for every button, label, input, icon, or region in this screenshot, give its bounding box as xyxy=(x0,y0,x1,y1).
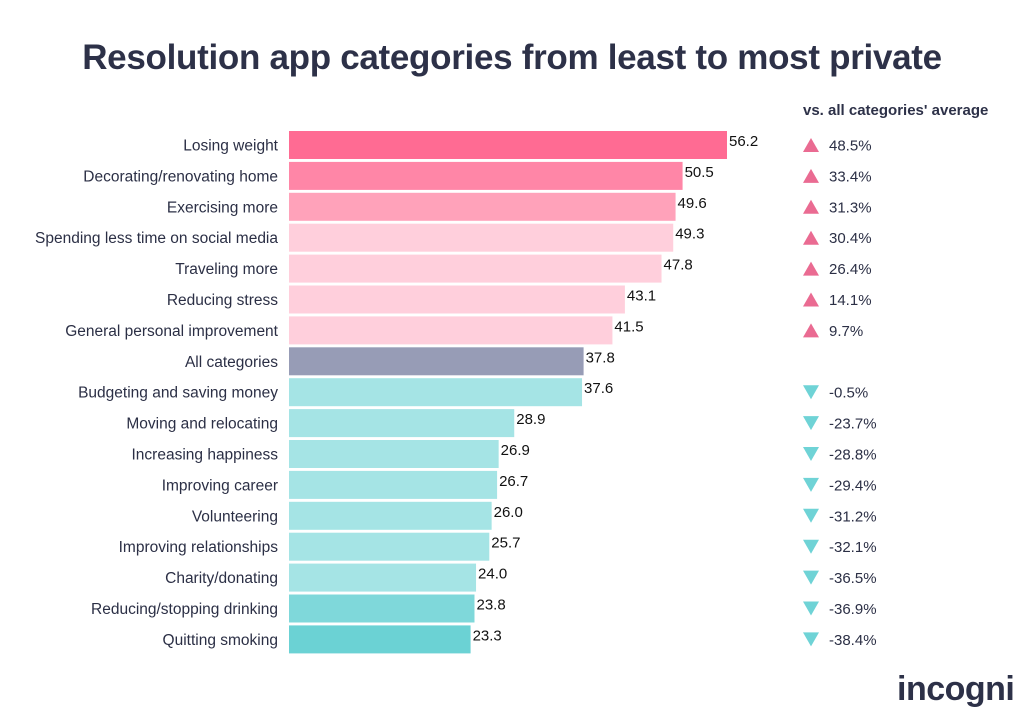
value-label: 28.9 xyxy=(516,411,545,428)
bar xyxy=(289,501,492,530)
value-label: 23.3 xyxy=(473,627,502,644)
triangle-up-icon xyxy=(803,323,819,338)
vs-average-label: -36.5% xyxy=(829,570,877,587)
triangle-down-icon xyxy=(803,477,819,492)
bar xyxy=(289,223,674,252)
bar xyxy=(289,594,475,623)
bar xyxy=(289,161,683,190)
vs-average-label: -36.9% xyxy=(829,601,877,618)
value-label: 49.3 xyxy=(675,226,704,243)
triangle-down-icon xyxy=(803,539,819,554)
vs-average-label: -23.7% xyxy=(829,416,877,433)
category-label: Losing weight xyxy=(183,138,278,155)
bar xyxy=(289,532,490,561)
value-label: 26.7 xyxy=(499,473,528,490)
value-label: 50.5 xyxy=(685,164,714,181)
category-label: Reducing stress xyxy=(167,292,278,309)
bar xyxy=(289,378,583,407)
value-label: 41.5 xyxy=(614,318,643,335)
triangle-up-icon xyxy=(803,168,819,183)
vs-average-label: -29.4% xyxy=(829,477,877,494)
bar xyxy=(289,254,662,283)
vs-average-label: -28.8% xyxy=(829,447,877,464)
category-label: General personal improvement xyxy=(65,323,278,340)
vs-average-label: -32.1% xyxy=(829,539,877,556)
category-label: Reducing/stopping drinking xyxy=(91,601,278,618)
triangle-down-icon xyxy=(803,632,819,647)
bar xyxy=(289,563,477,592)
vs-average-label: 30.4% xyxy=(829,230,872,247)
vs-average-label: -0.5% xyxy=(829,385,868,402)
triangle-up-icon xyxy=(803,292,819,307)
bar xyxy=(289,285,625,314)
vs-average-label: 31.3% xyxy=(829,199,872,216)
category-label: Budgeting and saving money xyxy=(78,385,278,402)
category-label: Decorating/renovating home xyxy=(83,168,278,185)
value-label: 56.2 xyxy=(729,133,758,150)
value-label: 37.8 xyxy=(586,349,615,366)
category-label: Moving and relocating xyxy=(126,416,278,433)
triangle-down-icon xyxy=(803,601,819,616)
category-label: Charity/donating xyxy=(165,570,278,587)
bar xyxy=(289,625,471,654)
triangle-up-icon xyxy=(803,230,819,245)
value-label: 37.6 xyxy=(584,380,613,397)
category-label: Volunteering xyxy=(192,508,278,525)
bar xyxy=(289,347,584,376)
value-label: 24.0 xyxy=(478,566,507,583)
triangle-down-icon xyxy=(803,385,819,400)
incogni-logo: incogni xyxy=(897,670,1015,708)
value-label: 26.0 xyxy=(494,504,523,521)
category-label: Quitting smoking xyxy=(163,632,278,649)
value-label: 23.8 xyxy=(476,597,505,614)
vs-average-label: -38.4% xyxy=(829,632,877,649)
bar xyxy=(289,470,498,499)
value-label: 26.9 xyxy=(501,442,530,459)
vs-average-label: 26.4% xyxy=(829,261,872,278)
vs-average-label: 9.7% xyxy=(829,323,863,340)
vs-average-label: 48.5% xyxy=(829,138,872,155)
bar xyxy=(289,316,613,345)
category-label: Traveling more xyxy=(175,261,278,278)
value-label: 47.8 xyxy=(664,257,693,274)
category-label: Exercising more xyxy=(167,199,278,216)
vs-average-label: 14.1% xyxy=(829,292,872,309)
category-label: Improving relationships xyxy=(119,539,279,556)
vs-average-label: -31.2% xyxy=(829,508,877,525)
bar xyxy=(289,440,499,468)
category-label: Increasing happiness xyxy=(132,447,279,464)
value-label: 49.6 xyxy=(678,195,707,212)
triangle-up-icon xyxy=(803,199,819,214)
category-label: Improving career xyxy=(162,477,278,494)
category-label: All categories xyxy=(185,354,278,371)
triangle-up-icon xyxy=(803,138,819,152)
triangle-down-icon xyxy=(803,447,819,461)
triangle-down-icon xyxy=(803,416,819,431)
triangle-down-icon xyxy=(803,570,819,585)
comparison-column-header: vs. all categories' average xyxy=(803,102,989,119)
value-label: 43.1 xyxy=(627,288,656,305)
value-label: 25.7 xyxy=(491,535,520,552)
triangle-down-icon xyxy=(803,508,819,523)
chart-title: Resolution app categories from least to … xyxy=(82,38,942,77)
bar xyxy=(289,409,515,438)
category-label: Spending less time on social media xyxy=(35,230,278,247)
vs-average-label: 33.4% xyxy=(829,168,872,185)
bar xyxy=(289,192,676,221)
triangle-up-icon xyxy=(803,261,819,276)
bar xyxy=(289,131,727,159)
